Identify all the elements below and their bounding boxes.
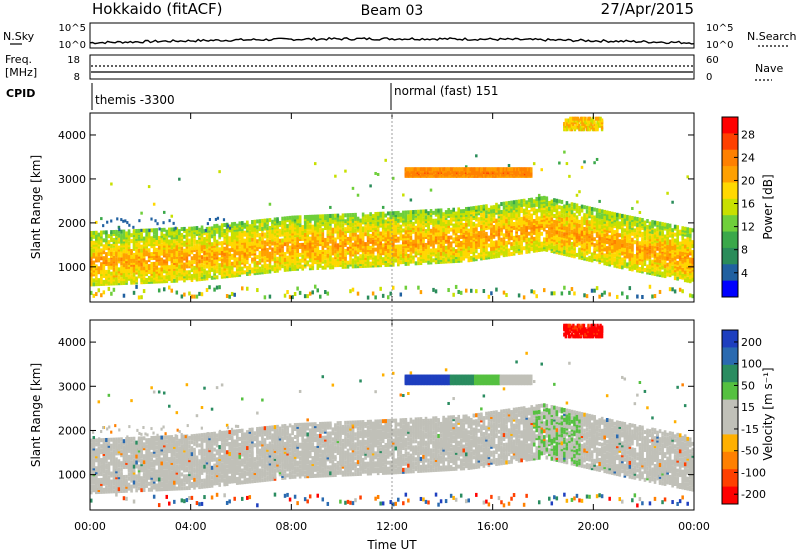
colorbar-swatch: [722, 347, 738, 366]
colorbar-swatch: [722, 149, 738, 167]
freq-tick-bottom: 8: [74, 72, 80, 83]
freq-label: Freq.: [5, 53, 32, 66]
x-axis-label: Time UT: [366, 538, 417, 552]
colorbar-frame: [721, 329, 739, 505]
cpid-themis: themis -3300: [95, 93, 175, 107]
colorbar-swatch: [722, 182, 738, 200]
colorbar-swatch: [722, 330, 738, 348]
date-title: 27/Apr/2015: [601, 0, 694, 18]
y-tick-label: 4000: [58, 336, 86, 349]
nsky-tick-top: 10^5: [59, 23, 86, 34]
cpid-normal: normal (fast) 151: [394, 84, 498, 98]
velocity-ylabel: Slant Range [km]: [29, 363, 43, 467]
nsky-tick-bottom: 10^0: [59, 40, 86, 51]
colorbar-tick-label: -100: [741, 466, 766, 479]
x-tick-label: 00:00: [74, 520, 106, 533]
nsearch-label: N.Search: [747, 30, 797, 43]
y-tick-label: 2000: [58, 217, 86, 230]
colorbar-swatch: [722, 264, 738, 282]
x-tick-label: 12:00: [376, 520, 408, 533]
power-echoes: [90, 116, 694, 300]
velocity-colorbar: 200 100 50 15 -15 -50 -100 -200: [721, 329, 766, 505]
cpid-label: CPID: [6, 87, 35, 100]
colorbar-swatch: [722, 417, 738, 435]
x-tick-label: 20:00: [577, 520, 609, 533]
velocity-echoes: [90, 323, 694, 508]
colorbar-tick-label: 20: [741, 174, 755, 187]
nave-label: Nave: [755, 62, 783, 75]
colorbar-swatch: [722, 364, 738, 383]
cpid-strip: CPID themis -3300 normal (fast) 151: [6, 83, 498, 110]
colorbar-tick-label: 28: [741, 128, 755, 141]
colorbar-tick-label: 8: [741, 244, 748, 257]
colorbar-tick-label: 16: [741, 198, 755, 211]
colorbar-tick-label: -15: [741, 423, 759, 436]
nsky-trace: [89, 36, 695, 45]
y-tick-label: 1000: [58, 469, 86, 482]
nsearch-tick-top: 10^5: [706, 23, 733, 34]
colorbar-swatch: [722, 469, 738, 488]
colorbar-tick-label: 100: [741, 358, 762, 371]
y-tick-label: 3000: [58, 380, 86, 393]
freq-panel: Freq. [MHz] 18 8 60 0 Nave: [5, 53, 783, 83]
colorbar-swatch: [722, 382, 738, 401]
colorbar-tick-label: -200: [741, 488, 766, 501]
x-tick-label: 04:00: [175, 520, 207, 533]
colorbar-swatch: [722, 280, 738, 298]
velocity-panel: 1000 2000 3000 4000 Slant Range [km]: [29, 319, 695, 511]
colorbar-swatch: [722, 451, 738, 470]
y-tick-label: 3000: [58, 173, 86, 186]
colorbar-tick-label: 200: [741, 336, 762, 349]
x-tick-label: 08:00: [275, 520, 307, 533]
colorbar-tick-label: 12: [741, 221, 755, 234]
y-tick-label: 2000: [58, 424, 86, 437]
y-tick-label: 1000: [58, 261, 86, 274]
colorbar-swatch: [722, 198, 738, 216]
colorbar-swatch: [722, 434, 738, 453]
power-colorbar: 28 24 20 16 12 8 4: [721, 116, 755, 298]
velocity-colorbar-label: Velocity [m s⁻¹]: [761, 367, 775, 460]
colorbar-frame: [721, 116, 739, 298]
colorbar-tick-label: 24: [741, 151, 755, 164]
x-tick-label: 00:00: [678, 520, 710, 533]
colorbar-swatch: [722, 166, 738, 183]
power-ylabel: Slant Range [km]: [29, 155, 43, 259]
colorbar-swatch: [722, 399, 738, 418]
nave-tick-bottom: 0: [706, 72, 712, 83]
x-tick-label: 16:00: [477, 520, 509, 533]
station-title: Hokkaido (fitACF): [92, 0, 223, 18]
beam-title: Beam 03: [361, 3, 424, 19]
power-colorbar-label: Power [dB]: [761, 174, 775, 239]
power-panel: 1000 2000 3000 4000 Slant Range [km]: [29, 112, 695, 303]
colorbar-swatch: [722, 117, 738, 134]
nsky-label: N.Sky: [3, 30, 35, 43]
colorbar-tick-label: 50: [741, 379, 755, 392]
freq-tick-top: 18: [67, 55, 80, 66]
nsearch-tick-bottom: 10^0: [706, 40, 733, 51]
colorbar-swatch: [722, 247, 738, 265]
y-tick-label: 4000: [58, 129, 86, 142]
colorbar-swatch: [722, 133, 738, 151]
x-axis: 00:00 04:00 08:00 12:00 16:00 20:00 00:00: [74, 113, 710, 533]
nsky-panel: N.Sky 10^5 10^0 10^5 10^0 N.Search: [3, 22, 797, 51]
colorbar-swatch: [722, 231, 738, 249]
colorbar-tick-label: -50: [741, 445, 759, 458]
colorbar-tick-label: 4: [741, 267, 748, 280]
colorbar-tick-label: 15: [741, 401, 755, 414]
colorbar-swatch: [722, 486, 738, 505]
nave-tick-top: 60: [706, 55, 719, 66]
freq-unit-label: [MHz]: [5, 66, 37, 79]
colorbar-swatch: [722, 215, 738, 233]
